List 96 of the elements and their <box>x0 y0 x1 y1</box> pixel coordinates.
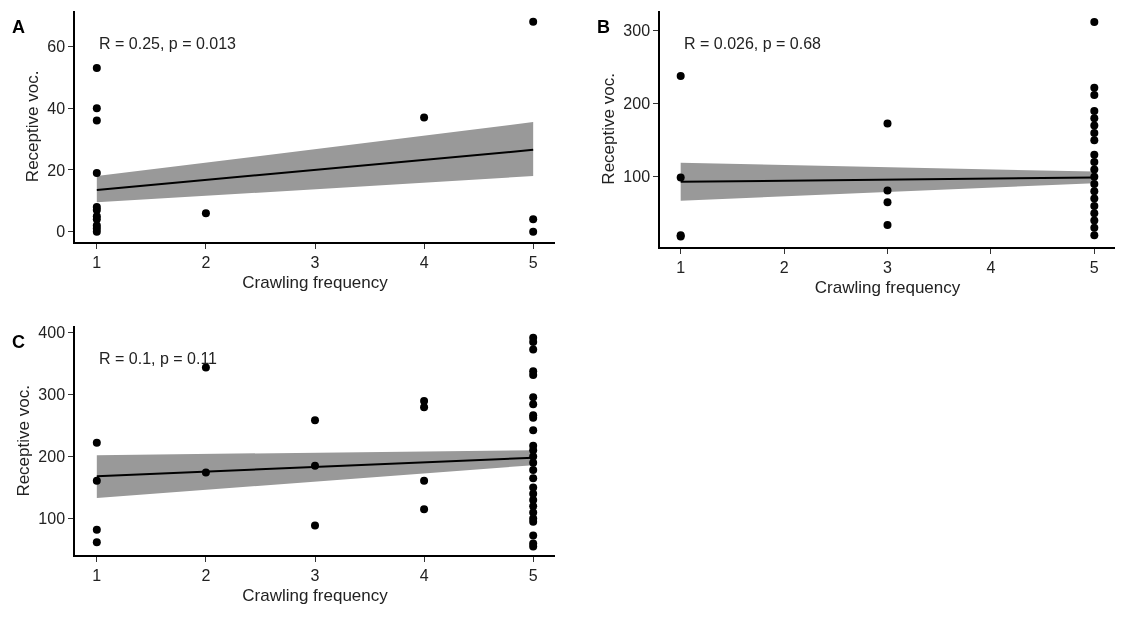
y-axis-title: Receptive voc. <box>14 385 34 497</box>
point <box>92 538 101 547</box>
point <box>1090 17 1099 26</box>
chart-title: B <box>597 17 610 37</box>
point <box>1090 128 1099 137</box>
annotation: R = 0.25, p = 0.013 <box>99 35 237 52</box>
x-tick-label: 1 <box>92 253 102 271</box>
x-tick-label: 3 <box>883 258 893 276</box>
point <box>420 403 429 412</box>
point <box>1090 150 1099 159</box>
point <box>529 452 538 461</box>
point <box>529 466 538 475</box>
point <box>420 476 429 485</box>
point <box>1090 172 1099 181</box>
point <box>676 173 685 182</box>
point <box>676 71 685 80</box>
point <box>92 64 101 73</box>
point <box>311 521 319 530</box>
x-tick-label: 1 <box>92 567 102 585</box>
point <box>529 345 538 354</box>
point <box>1090 223 1099 232</box>
point <box>883 119 892 128</box>
y-tick-label: 100 <box>623 168 651 186</box>
point <box>1090 121 1099 130</box>
point <box>883 198 892 207</box>
y-tick-label: 60 <box>47 38 66 56</box>
point <box>883 220 892 229</box>
point <box>529 400 538 409</box>
point <box>1090 180 1099 189</box>
point <box>311 461 319 470</box>
point <box>529 508 538 517</box>
point <box>1090 136 1099 145</box>
x-axis-title: Crawling frequency <box>814 277 961 297</box>
point <box>1090 187 1099 196</box>
x-tick-label: 1 <box>676 258 686 276</box>
point <box>1090 158 1099 167</box>
point <box>529 426 538 435</box>
point <box>420 505 429 514</box>
point <box>529 393 538 402</box>
point <box>1090 165 1099 174</box>
point <box>1090 194 1099 203</box>
point <box>529 531 538 540</box>
x-tick-label: 4 <box>419 567 429 585</box>
point <box>529 215 538 224</box>
chart-title: C <box>12 332 25 352</box>
x-tick-label: 3 <box>310 253 320 271</box>
point <box>1090 209 1099 218</box>
point <box>92 104 101 113</box>
point <box>92 476 101 485</box>
x-tick-label: 2 <box>201 567 211 585</box>
point <box>92 169 101 178</box>
point <box>529 446 538 455</box>
y-tick-label: 0 <box>56 223 66 241</box>
x-axis-title: Crawling frequency <box>242 586 389 606</box>
point <box>311 416 319 425</box>
y-tick-label: 100 <box>38 510 66 528</box>
point <box>1090 216 1099 225</box>
point <box>529 458 538 467</box>
x-tick-label: 4 <box>986 258 996 276</box>
point <box>529 17 538 26</box>
point <box>883 186 892 195</box>
y-axis-title: Receptive voc. <box>23 70 43 183</box>
x-tick-label: 5 <box>528 567 538 585</box>
point <box>1090 83 1099 92</box>
point <box>1090 90 1099 99</box>
point <box>92 525 101 534</box>
y-tick-label: 20 <box>47 161 66 179</box>
point <box>201 209 210 218</box>
y-tick-label: 400 <box>38 323 66 341</box>
y-tick-label: 200 <box>38 448 66 466</box>
x-tick-label: 3 <box>310 567 320 585</box>
point <box>420 113 429 122</box>
point <box>529 474 538 483</box>
y-tick-label: 300 <box>38 385 66 403</box>
x-tick-label: 2 <box>201 253 211 271</box>
point <box>92 438 101 447</box>
x-tick-label: 5 <box>1089 258 1099 276</box>
point <box>1090 231 1099 240</box>
annotation: R = 0.026, p = 0.68 <box>684 35 822 52</box>
x-tick-label: 2 <box>779 258 789 276</box>
point <box>1090 201 1099 210</box>
y-tick-label: 300 <box>623 22 651 40</box>
x-tick-label: 5 <box>528 253 538 271</box>
chart-title: A <box>12 17 25 37</box>
point <box>92 116 101 125</box>
point <box>1090 114 1099 123</box>
point <box>1090 107 1099 115</box>
y-tick-label: 200 <box>623 95 651 113</box>
point <box>529 227 538 236</box>
point <box>201 468 210 477</box>
point <box>529 502 538 511</box>
y-axis-title: Receptive voc. <box>599 73 619 185</box>
x-tick-label: 4 <box>419 253 429 271</box>
x-axis-title: Crawling frequency <box>242 272 389 292</box>
y-tick-label: 40 <box>47 99 66 117</box>
annotation: R = 0.1, p = 0.11 <box>99 350 218 367</box>
